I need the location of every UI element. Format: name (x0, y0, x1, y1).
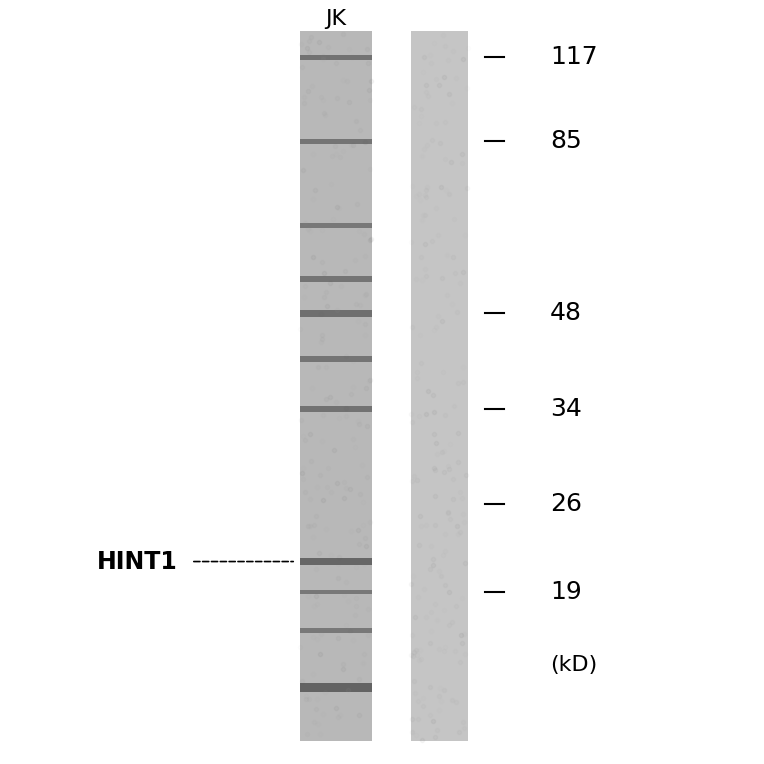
FancyBboxPatch shape (299, 558, 373, 565)
Text: (kD): (kD) (550, 655, 597, 675)
Text: 34: 34 (550, 397, 582, 421)
FancyBboxPatch shape (299, 139, 373, 144)
Text: 19: 19 (550, 580, 582, 604)
FancyBboxPatch shape (299, 628, 373, 633)
FancyBboxPatch shape (299, 590, 373, 594)
Text: 85: 85 (550, 129, 582, 154)
FancyBboxPatch shape (299, 683, 373, 692)
Text: 26: 26 (550, 492, 582, 516)
FancyBboxPatch shape (299, 356, 373, 362)
FancyBboxPatch shape (299, 310, 373, 317)
Text: 117: 117 (550, 45, 597, 70)
Text: JK: JK (325, 9, 347, 29)
FancyBboxPatch shape (299, 277, 373, 282)
FancyBboxPatch shape (299, 406, 373, 412)
FancyBboxPatch shape (299, 55, 373, 60)
Text: HINT1: HINT1 (97, 549, 178, 574)
FancyBboxPatch shape (299, 31, 373, 741)
Text: 48: 48 (550, 301, 582, 325)
FancyBboxPatch shape (299, 223, 373, 228)
FancyBboxPatch shape (411, 31, 468, 741)
